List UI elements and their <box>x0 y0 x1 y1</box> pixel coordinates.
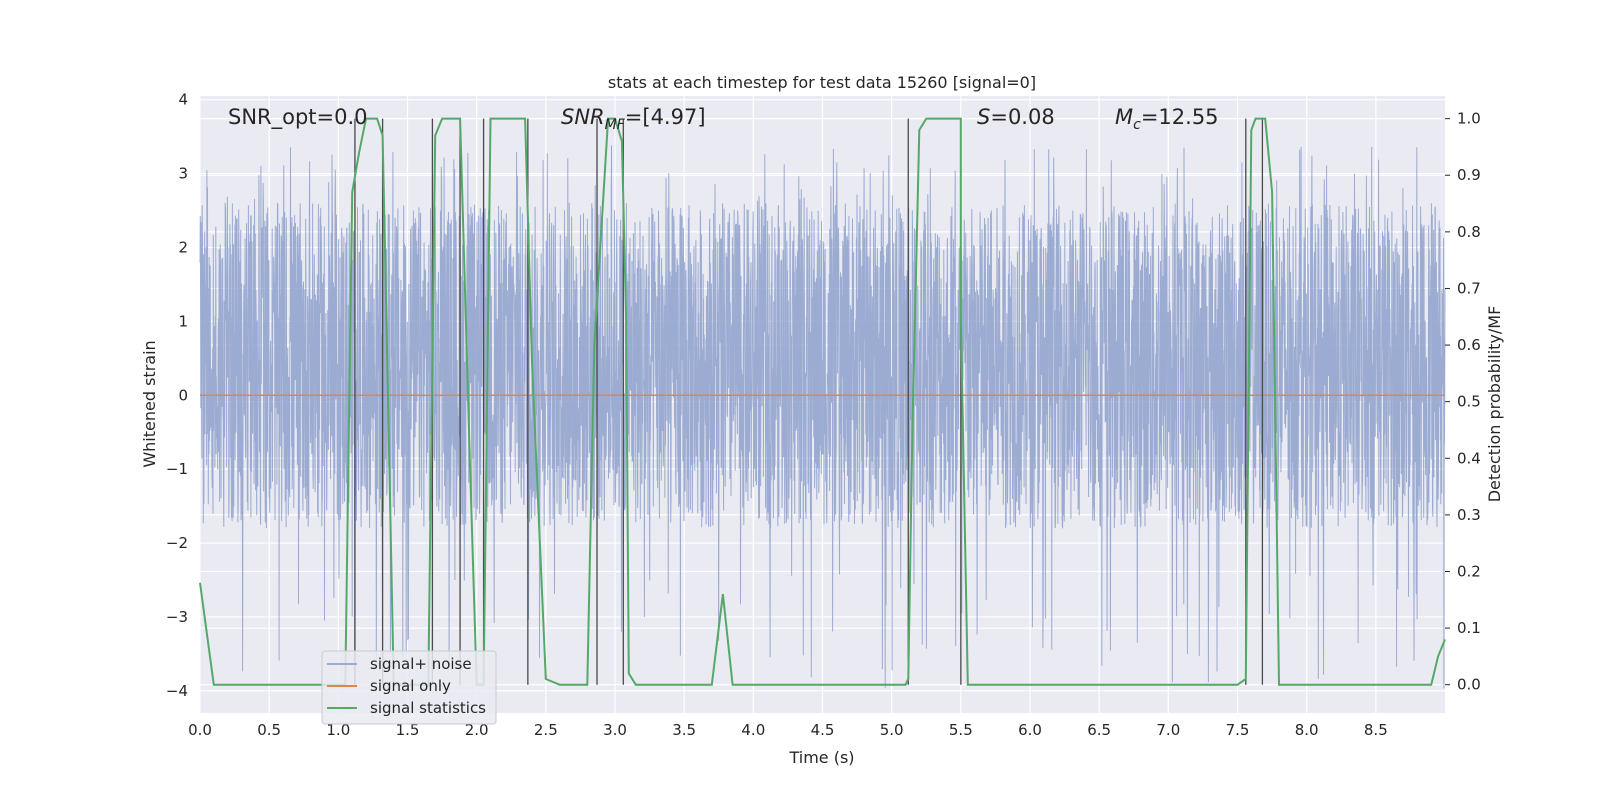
x-tick-label: 8.5 <box>1364 721 1388 739</box>
y-tick-label-right: 0.0 <box>1457 676 1481 694</box>
x-tick-label: 3.5 <box>672 721 696 739</box>
y-tick-label-left: −3 <box>166 608 188 626</box>
y-tick-label-right: 0.7 <box>1457 279 1481 297</box>
annotations: SNR_opt=0.0 SNRMF=[4.97] S=0.08 Mc=12.55 <box>228 105 1219 133</box>
x-tick-label: 7.5 <box>1226 721 1250 739</box>
y-axis-label-left: Whitened strain <box>140 340 159 467</box>
y-tick-label-right: 0.8 <box>1457 223 1481 241</box>
y-tick-label-left: 2 <box>178 238 188 256</box>
legend: signal+ noise signal only signal statist… <box>321 650 497 725</box>
y-axis-label-right: Detection probability/MF <box>1485 306 1504 503</box>
x-tick-label: 2.0 <box>465 721 489 739</box>
y-tick-label-right: 0.4 <box>1457 449 1481 467</box>
x-tick-label: 1.0 <box>326 721 350 739</box>
y-tick-label-left: −4 <box>166 682 188 700</box>
legend-label-signal-only: signal only <box>370 677 451 695</box>
legend-label-signal-noise: signal+ noise <box>370 655 472 673</box>
legend-label-signal-statistics: signal statistics <box>370 699 486 717</box>
y-tick-label-right: 0.3 <box>1457 506 1481 524</box>
x-tick-label: 3.0 <box>603 721 627 739</box>
y-tick-label-right: 0.6 <box>1457 336 1481 354</box>
y-tick-label-right: 1.0 <box>1457 110 1481 128</box>
x-tick-label: 4.0 <box>741 721 765 739</box>
x-tick-label: 5.0 <box>880 721 904 739</box>
y-tick-label-left: 3 <box>178 165 188 183</box>
y-tick-label-right: 0.2 <box>1457 562 1481 580</box>
y-tick-label-left: −2 <box>166 534 188 552</box>
y-tick-label-left: 4 <box>178 91 188 109</box>
x-tick-label: 7.0 <box>1156 721 1180 739</box>
signal-noise-series <box>199 145 1446 689</box>
chart-title: stats at each timestep for test data 152… <box>608 73 1036 92</box>
y-tick-label-left: −1 <box>166 460 188 478</box>
y-tick-labels-left: −4 −3 −2 −1 0 1 2 3 4 <box>166 91 188 700</box>
annotation-snr-opt: SNR_opt=0.0 <box>228 105 368 130</box>
x-axis-label: Time (s) <box>788 748 854 767</box>
y-tick-labels-right: 0.0 0.1 0.2 0.3 0.4 0.5 0.6 0.7 0.8 0.9 1.0 <box>1445 110 1481 694</box>
signal-statistics-series <box>199 117 1446 686</box>
y-tick-label-right: 0.9 <box>1457 166 1481 184</box>
x-tick-label: 4.5 <box>811 721 835 739</box>
legend-box <box>321 650 497 725</box>
y-tick-label-right: 0.5 <box>1457 393 1481 411</box>
annotation-mc: Mc=12.55 <box>1115 105 1219 133</box>
y-tick-label-left: 1 <box>178 312 188 330</box>
y-tick-label-right: 0.1 <box>1457 619 1481 637</box>
annotation-snr-mf: SNRMF=[4.97] <box>561 105 706 133</box>
x-tick-label: 6.5 <box>1087 721 1111 739</box>
x-tick-label: 2.5 <box>534 721 558 739</box>
x-tick-label: 6.0 <box>1018 721 1042 739</box>
x-tick-labels: 0.0 0.5 1.0 1.5 2.0 2.5 3.0 3.5 4.0 4.5 5.0 5.5 6.0 6… <box>188 721 1388 739</box>
x-tick-label: 1.5 <box>396 721 420 739</box>
x-tick-label: 8.0 <box>1295 721 1319 739</box>
signal-noise-line <box>199 145 1446 689</box>
signal-statistics-line <box>199 117 1446 686</box>
y-tick-label-left: 0 <box>178 386 188 404</box>
x-tick-label: 5.5 <box>949 721 973 739</box>
annotation-s: S=0.08 <box>977 105 1055 129</box>
x-tick-label: 0.5 <box>257 721 281 739</box>
x-tick-label: 0.0 <box>188 721 212 739</box>
